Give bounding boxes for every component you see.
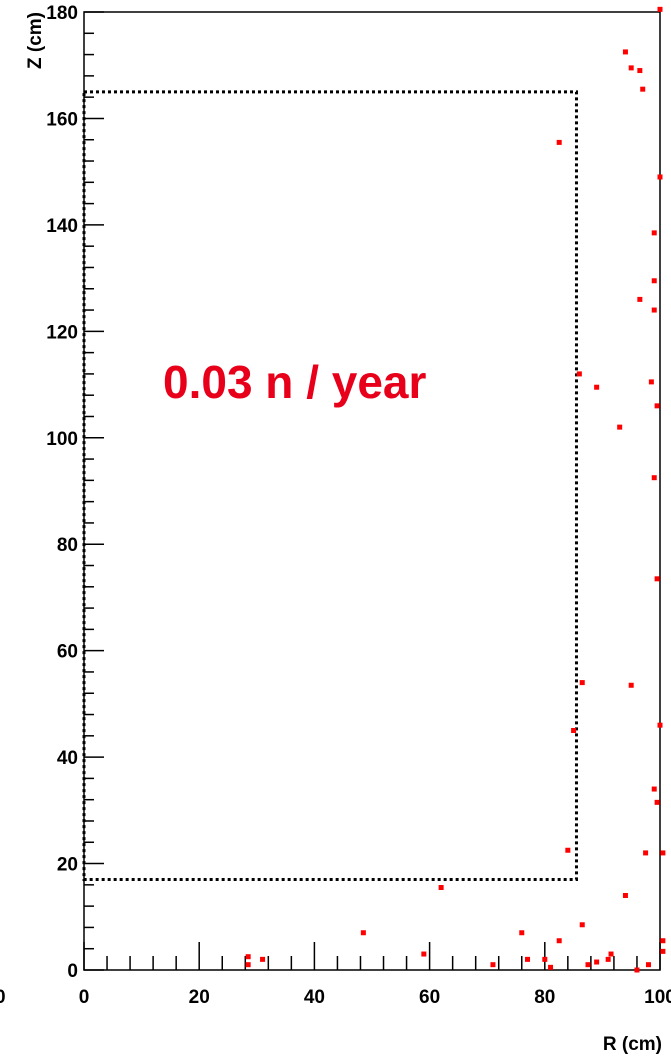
data-point (660, 948, 666, 954)
y-tick-label: 40 (57, 748, 78, 769)
data-point (640, 86, 646, 92)
data-point (651, 786, 657, 792)
data-point (651, 475, 657, 481)
data-point (571, 728, 577, 733)
data-point (608, 951, 614, 957)
data-point (245, 954, 251, 960)
data-point (651, 278, 657, 284)
data-point (660, 938, 666, 944)
y-axis-title: Z (cm) (25, 12, 46, 69)
data-point (660, 850, 666, 856)
data-points (245, 6, 666, 973)
y-tick-label: 80 (57, 535, 78, 556)
plot-frame (83, 11, 661, 971)
data-point (579, 922, 585, 928)
data-point (645, 962, 651, 968)
rate-annotation: 0.03 n / year (163, 356, 426, 408)
data-point (637, 68, 643, 74)
data-point (519, 930, 525, 936)
x-tick-label: 40 (304, 987, 325, 1008)
data-point (622, 49, 628, 55)
x-tick-label: 0 (79, 987, 90, 1008)
data-point (651, 230, 657, 236)
data-point (576, 371, 582, 377)
data-point (657, 174, 663, 180)
data-point (548, 964, 554, 970)
data-point (622, 892, 628, 898)
data-point (637, 296, 643, 302)
y-tick-label: 160 (46, 109, 78, 130)
data-point (657, 722, 663, 728)
y-tick-label: 0 (67, 961, 78, 982)
data-point (628, 65, 634, 71)
data-point (556, 139, 562, 145)
y-tick-label: 120 (46, 322, 78, 343)
x-tick-label: 100 (644, 987, 671, 1008)
x-tick-label: 60 (419, 987, 440, 1008)
data-point (643, 850, 649, 856)
dotted-region-box (82, 90, 578, 882)
data-point (654, 799, 660, 805)
data-point (525, 956, 531, 962)
tick-labels: 0 20 40 60 80 100 0 20 40 60 80 100 120 140 160 180 (46, 3, 671, 1008)
data-point (260, 956, 266, 962)
y-tick-label: 140 (46, 216, 78, 237)
data-point (565, 847, 571, 853)
data-point (594, 384, 600, 390)
data-point (648, 379, 654, 385)
data-point (579, 680, 585, 686)
y-tick-label: 20 (57, 855, 78, 876)
data-point (651, 307, 657, 313)
axis-ticks (83, 11, 661, 971)
data-point (438, 885, 444, 891)
data-point (617, 424, 623, 430)
data-point (605, 956, 611, 962)
data-point (245, 962, 251, 968)
data-point (654, 403, 660, 409)
data-point (360, 930, 366, 936)
y-tick-label: 60 (57, 642, 78, 663)
data-point (542, 956, 548, 962)
x-axis-title: R (cm) (603, 1034, 662, 1055)
data-point (654, 576, 660, 582)
left-edge-label: 0 (0, 987, 6, 1008)
data-point (628, 682, 634, 688)
data-point (490, 962, 496, 968)
data-point (634, 967, 640, 973)
x-tick-label: 20 (189, 987, 210, 1008)
y-tick-label: 100 (46, 429, 78, 450)
data-point (657, 6, 663, 12)
y-tick-label: 180 (46, 3, 78, 24)
data-point (594, 959, 600, 965)
data-point (421, 951, 427, 957)
data-point (556, 938, 562, 944)
x-tick-label: 80 (534, 987, 555, 1008)
data-point (585, 962, 591, 968)
